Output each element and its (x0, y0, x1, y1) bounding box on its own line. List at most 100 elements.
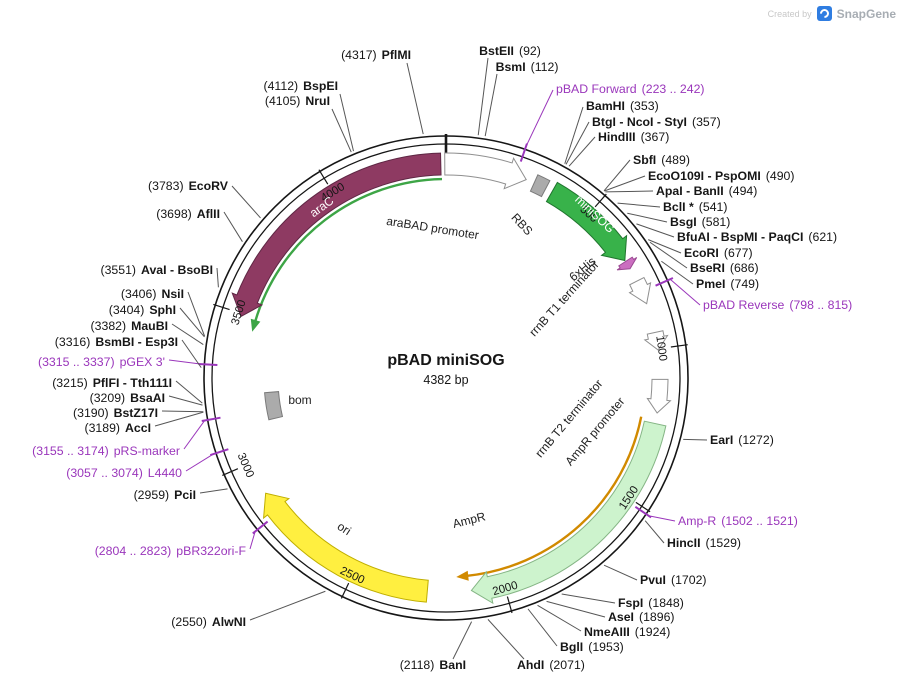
leader-aflii (223, 211, 243, 242)
enzyme-label-avai-bsobi: (3551) AvaI - BsoBI (100, 263, 213, 277)
leader-bsmi (484, 73, 498, 137)
feature-araBAD-promoter (444, 152, 527, 190)
enzyme-label-apai-banii: ApaI - BanII (494) (656, 184, 757, 198)
AmpR-orf-arrowhead-icon (456, 570, 469, 581)
enzyme-label-alwni: (2550) AlwNI (171, 615, 246, 629)
leader-ecori (648, 239, 682, 254)
snapgene-logo-icon (816, 6, 832, 21)
plasmid-name: pBAD miniSOG (387, 352, 505, 369)
leader-hincii (644, 520, 665, 544)
enzyme-label-bsmbi-esp3i: (3316) BsmBI - Esp3I (55, 335, 178, 349)
araC-orf-arrowhead-icon (250, 318, 261, 332)
tick-500 (594, 193, 607, 208)
label-araBAD-promoter: araBAD promoter (385, 214, 479, 242)
enzyme-label-bseri: BseRI (686) (690, 261, 759, 275)
leader-maubi (171, 323, 204, 345)
label-bom: bom (288, 393, 311, 407)
primer-tick-3165 (201, 416, 221, 422)
leader-bsteii (477, 57, 489, 136)
enzyme-label-pflmi: (4317) PflMI (341, 48, 411, 62)
leader-pbad-forward (525, 89, 554, 147)
watermark-brand-label: SnapGene (836, 6, 896, 21)
leader-hindiii (568, 136, 596, 167)
leader-acci (154, 411, 204, 427)
enzyme-label-fspi: FspI (1848) (618, 596, 684, 610)
feature-6xHis (616, 256, 638, 271)
enzyme-label-aflii: (3698) AflII (156, 207, 220, 221)
enzyme-label-nmeaiii: NmeAIII (1924) (584, 625, 670, 639)
label-ori: ori (335, 519, 354, 538)
leader-amp-r (648, 515, 676, 522)
leader-asei (546, 600, 606, 618)
enzyme-label-pvui: PvuI (1702) (640, 573, 707, 587)
enzyme-label-maubi: (3382) MauBI (91, 319, 168, 333)
leader-eari (683, 438, 708, 441)
leader-bgli (527, 608, 558, 647)
enzyme-label-pcii: (2959) PciI (134, 488, 196, 502)
leader-pbad-reverse (669, 278, 701, 306)
leader-apai-banii (605, 190, 654, 193)
enzyme-label-nrui: (4105) NruI (265, 94, 330, 108)
feature-ori (262, 492, 429, 603)
AmpR-orf-arc (466, 416, 643, 578)
enzyme-label-ecori: EcoRI (677) (684, 246, 753, 260)
leader-nsii (187, 291, 206, 337)
leader-fspi (561, 593, 616, 604)
leader-avai-bsobi (216, 267, 219, 288)
feature-rrnB-T2-terminator (643, 330, 669, 351)
enzyme-label-bsteii: BstEII (92) (479, 44, 541, 58)
leader-ecorv (231, 185, 261, 219)
leader-pcii (199, 488, 228, 494)
feature-AmpR (470, 420, 667, 605)
enzyme-label-hincii: HincII (1529) (667, 536, 741, 550)
leader-l4440 (185, 453, 214, 472)
enzyme-label-bsmi: BsmI (112) (496, 60, 559, 74)
leader-bspei (339, 93, 354, 152)
primer-tick-232 (519, 143, 528, 162)
tick-label-1000: 1000 (653, 335, 668, 362)
enzyme-label-acci: (3189) AccI (84, 421, 151, 435)
leader-bsaai (168, 395, 203, 406)
leader-prs-marker (183, 420, 206, 450)
feature-araC (231, 152, 442, 318)
feature-AmpR-promoter (646, 378, 672, 414)
leader-bfuai-bspmi-paqci (636, 223, 675, 238)
watermark: Created by SnapGene (768, 6, 896, 21)
enzyme-label-eari: EarI (1272) (710, 433, 774, 447)
leader-pflmi (406, 62, 424, 135)
tick-2000 (506, 596, 513, 614)
enzyme-label-nsii: (3406) NsiI (121, 287, 184, 301)
leader-bamhi (564, 106, 584, 164)
label-rrnB-T2-terminator: rrnB T2 terminator (532, 377, 605, 460)
leader-pmei (661, 260, 694, 285)
feature-RBS (529, 174, 551, 198)
tick-1500 (635, 501, 651, 513)
leader-bseri (649, 241, 688, 269)
tick-4000 (318, 169, 329, 185)
enzyme-label-bfuai-bspmi-paqci: BfuAI - BspMI - PaqCI (621) (677, 230, 837, 244)
leader-ecoo109i-pspomi (604, 175, 646, 192)
enzyme-label-bani: (2118) BanI (400, 658, 466, 672)
primer-tick-1512 (634, 505, 652, 519)
enzyme-label-bcli: BclI * (541) (663, 200, 727, 214)
primer-tick-806 (655, 277, 674, 287)
tick-2500 (340, 582, 350, 599)
leader-sbfi (603, 159, 631, 192)
enzyme-label-sphi: (3404) SphI (109, 303, 176, 317)
primer-tick-3066 (209, 448, 229, 457)
primer-label-l4440: (3057 .. 3074) L4440 (66, 466, 182, 480)
feature-rrnB-T1-terminator (628, 276, 652, 305)
leader-ahdi (487, 619, 525, 660)
enzyme-label-bspei: (4112) BspEI (264, 79, 339, 93)
feature-miniSOG (545, 181, 628, 262)
enzyme-label-ecoo109i-pspomi: EcoO109I - PspOMI (490) (648, 169, 794, 183)
primer-tick-3326 (198, 362, 218, 367)
leader-bcli (617, 202, 661, 208)
leader-bani (452, 621, 473, 660)
enzyme-label-asei: AseI (1896) (608, 610, 675, 624)
label-RBS: RBS (508, 210, 535, 238)
primer-label-amp-r: Amp-R (1502 .. 1521) (678, 514, 798, 528)
enzyme-label-bamhi: BamHI (353) (586, 99, 659, 113)
plasmid-title-block: pBAD miniSOG 4382 bp (387, 352, 504, 387)
